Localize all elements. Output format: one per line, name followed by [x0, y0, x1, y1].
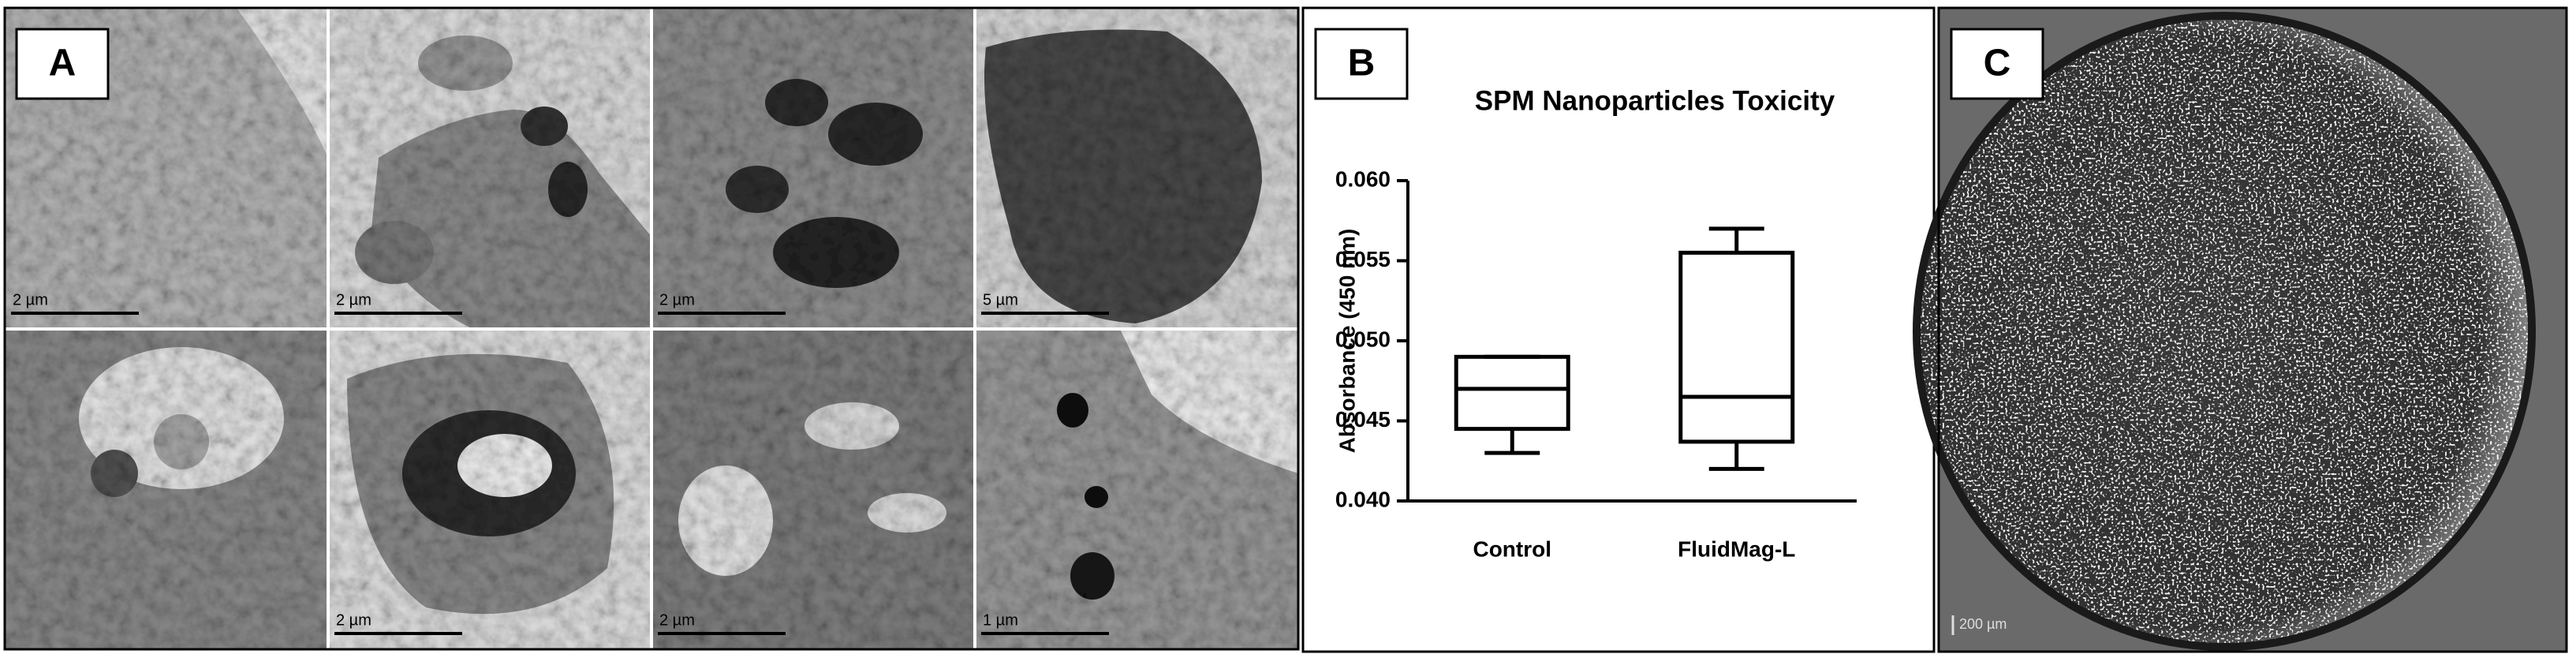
y-tick-label: 0.050 — [1335, 327, 1391, 351]
panel-label: B — [1348, 43, 1376, 84]
tile-shape — [868, 493, 946, 533]
tile-grid — [5, 8, 1298, 649]
tile-shape — [678, 465, 773, 576]
panel-label: A — [49, 43, 77, 84]
tile-shape — [773, 217, 899, 288]
scale-label: 2 µm — [659, 611, 695, 629]
y-tick-label: 0.040 — [1335, 487, 1391, 511]
y-tick-label: 0.060 — [1335, 166, 1391, 191]
panel-a — [5, 8, 1298, 649]
chart-title: SPM Nanoparticles Toxicity — [1475, 85, 1835, 116]
tile-shape — [984, 29, 1262, 323]
box — [1454, 354, 1570, 432]
label-box — [15, 28, 110, 100]
panel-border — [1937, 6, 2568, 653]
scale-label: 5 µm — [983, 291, 1018, 308]
panel-label: C — [1984, 43, 2011, 84]
scale-label: 1 µm — [983, 611, 1018, 629]
box — [1678, 250, 1795, 444]
y-axis-label: Absorbance (450 nm) — [1335, 229, 1359, 454]
y-tick-label: 0.045 — [1335, 407, 1391, 432]
panel-border — [3, 6, 1300, 651]
y-tick-label: 0.055 — [1335, 247, 1391, 271]
label-box — [1950, 28, 2044, 100]
scale-label: 2 µm — [13, 291, 48, 308]
x-tick-label: FluidMag-L — [1678, 536, 1795, 561]
chart: SPM Nanoparticles Toxicity Absorbance (45… — [1335, 85, 1857, 561]
tile-shape — [765, 79, 828, 126]
tile-shape — [521, 107, 568, 146]
tile-shape — [457, 434, 552, 497]
tile-shape — [805, 402, 899, 450]
scale-label: 2 µm — [336, 291, 371, 308]
tile-shape — [1085, 486, 1108, 508]
x-tick-label: Control — [1473, 536, 1551, 561]
scale-label: 200 µm — [1959, 616, 2007, 632]
tile-shape — [1120, 329, 1298, 473]
scale-label: 2 µm — [336, 611, 371, 629]
tile-shape — [548, 162, 588, 217]
tile-shape — [418, 36, 513, 91]
tile-shape — [1070, 552, 1114, 600]
tile-shape — [828, 103, 923, 166]
tile-shape — [1057, 393, 1088, 428]
tile-shape — [237, 8, 328, 158]
scale-bars: 2 µm 2 µm 2 µm 5 µm 2 µm 2 µm 1 µm — [11, 291, 1109, 635]
tile-shape — [371, 110, 651, 329]
specimen-edge — [1913, 12, 2536, 651]
tile-shape — [154, 414, 209, 469]
tile-shape — [726, 166, 789, 213]
scale-label: 2 µm — [659, 291, 695, 308]
specimen — [1917, 16, 2532, 647]
label-box — [1314, 28, 1409, 100]
tile-shape — [91, 450, 138, 497]
tile-shape — [355, 221, 434, 284]
